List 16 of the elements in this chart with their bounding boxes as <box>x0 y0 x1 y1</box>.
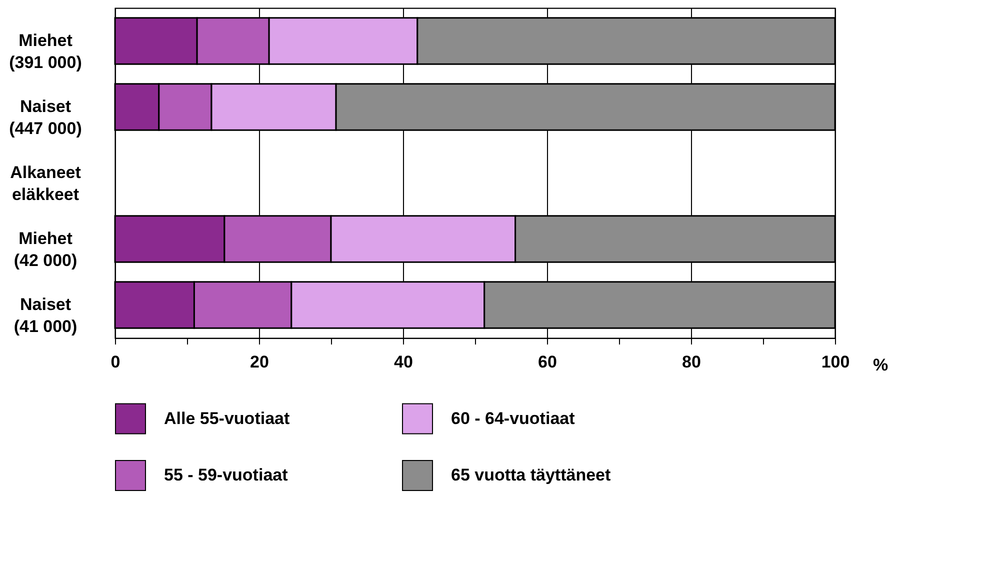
x-tick-label: 100 <box>821 352 850 372</box>
legend-label: Alle 55-vuotiaat <box>164 408 290 428</box>
legend-label: 65 vuotta täyttäneet <box>451 466 611 484</box>
legend-label: 55 - 59-vuotiaat <box>164 466 288 484</box>
x-tick-label: 60 <box>538 352 557 372</box>
x-tick-label: 40 <box>394 352 413 372</box>
x-tick-label: 80 <box>682 352 701 372</box>
y-tick-label: Naiset (41 000) <box>14 295 78 336</box>
legend-label: 60 - 64-vuotiaat <box>451 408 576 428</box>
y-tick-label: Alkaneet eläkkeet <box>10 163 82 204</box>
y-tick-label: Naiset (447 000) <box>9 97 82 138</box>
y-tick-label: Miehet (42 000) <box>14 229 78 270</box>
x-tick-label: 20 <box>250 352 269 372</box>
y-tick-label: Miehet (391 000) <box>9 31 82 72</box>
x-tick-label: 0 <box>110 352 120 372</box>
x-axis-title: % <box>872 356 888 374</box>
